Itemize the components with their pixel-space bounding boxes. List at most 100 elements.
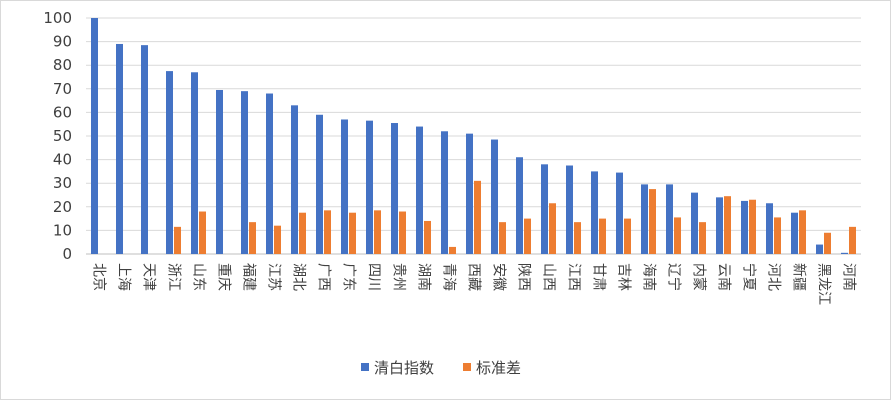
bar-qingbai-index [441, 131, 448, 254]
x-tick-label: 辽宁 [666, 263, 683, 291]
x-tick-label: 青海 [441, 263, 457, 291]
bar-qingbai-index [241, 91, 248, 254]
y-tick-label: 60 [53, 103, 72, 121]
bar-qingbai-index [741, 200, 748, 254]
bar-std-dev [399, 211, 406, 254]
bar-qingbai-index [391, 123, 398, 255]
x-tick-label: 广东 [341, 263, 357, 291]
bar-std-dev [574, 222, 581, 254]
x-tick-label: 贵州 [391, 263, 407, 291]
legend-swatch [463, 363, 471, 371]
bar-std-dev [499, 222, 506, 254]
bar-qingbai-index [716, 197, 723, 254]
y-tick-label: 50 [53, 127, 72, 145]
x-tick-label: 山西 [541, 263, 557, 291]
bar-std-dev [524, 218, 531, 254]
bar-qingbai-index [416, 126, 423, 254]
x-tick-label: 四川 [366, 263, 382, 291]
y-tick-label: 30 [53, 174, 72, 192]
bar-std-dev [374, 210, 381, 254]
y-tick-label: 20 [53, 198, 72, 216]
x-tick-label: 上海 [116, 263, 132, 291]
gridlines [86, 17, 861, 255]
y-tick-label: 0 [62, 245, 72, 263]
bar-qingbai-index [591, 171, 598, 254]
y-axis: 0 10 20 30 40 50 60 70 80 90 100 [43, 9, 72, 263]
bar-qingbai-index [666, 184, 673, 254]
bar-std-dev [349, 212, 356, 254]
bar-std-dev [724, 196, 731, 254]
bar-std-dev [449, 246, 456, 254]
legend-label: 清白指数 [374, 359, 434, 377]
x-tick-label: 江苏 [266, 263, 282, 291]
x-tick-label: 西藏 [466, 263, 482, 291]
bar-qingbai-index [541, 164, 548, 254]
bar-qingbai-index [341, 119, 348, 254]
bar-std-dev [549, 203, 556, 254]
bar-std-dev [199, 211, 206, 254]
bar-qingbai-index [516, 157, 523, 254]
bar-std-dev [699, 222, 706, 254]
x-tick-label: 广西 [316, 263, 332, 291]
x-axis: 北京 上海 天津 浙江 山东 重庆 福建 江苏 湖北 广西 广东 四川 贵州 湖南 青海 西藏 安徽 陕西 山西 江西… [91, 263, 857, 305]
bar-qingbai-index [366, 120, 373, 254]
x-tick-label: 北京 [91, 263, 107, 291]
bar-std-dev [174, 226, 181, 254]
bar-std-dev [249, 222, 256, 254]
bar-std-dev [799, 210, 806, 254]
x-tick-label: 宁夏 [741, 263, 758, 291]
bar-std-dev [749, 199, 756, 254]
bar-std-dev [624, 218, 631, 254]
x-tick-label: 吉林 [616, 263, 632, 291]
legend: 清白指数 标准差 [361, 359, 521, 377]
bar-qingbai-index [766, 203, 773, 254]
x-tick-label: 云南 [716, 263, 732, 291]
bar-qingbai-index [466, 133, 473, 254]
x-tick-label: 河北 [766, 263, 782, 291]
x-tick-label: 湖南 [416, 263, 432, 291]
bar-std-dev [274, 225, 281, 254]
bar-qingbai-index [216, 89, 223, 254]
bar-std-dev [774, 217, 781, 254]
x-tick-label: 浙江 [166, 263, 182, 291]
bar-std-dev [299, 212, 306, 254]
x-tick-label: 黑龙江 [816, 263, 832, 305]
bar-qingbai-index [791, 212, 798, 254]
legend-label: 标准差 [476, 359, 521, 377]
bar-qingbai-index [616, 172, 623, 254]
bar-qingbai-index [816, 244, 823, 254]
bar-qingbai-index [91, 18, 98, 254]
bar-qingbai-index [691, 192, 698, 254]
bar-qingbai-index [266, 93, 273, 255]
x-tick-label: 陕西 [516, 263, 532, 291]
y-tick-label: 80 [53, 56, 72, 74]
x-tick-label: 内蒙 [691, 263, 707, 291]
bar-std-dev [674, 217, 681, 254]
x-tick-label: 福建 [241, 263, 257, 291]
bars [91, 18, 856, 255]
bar-qingbai-index [116, 43, 123, 255]
x-tick-label: 江西 [566, 263, 582, 291]
bar-std-dev [424, 220, 431, 254]
x-tick-label: 山东 [191, 263, 207, 291]
bar-qingbai-index [566, 165, 573, 254]
bar-std-dev [649, 189, 656, 254]
x-tick-label: 河南 [841, 263, 857, 291]
y-tick-label: 40 [53, 151, 72, 169]
y-tick-label: 100 [43, 9, 72, 27]
x-tick-label: 重庆 [216, 263, 232, 291]
x-tick-label: 天津 [141, 263, 157, 291]
x-tick-label: 湖北 [291, 263, 307, 291]
y-tick-label: 10 [53, 221, 72, 239]
legend-swatch [361, 363, 369, 371]
bar-qingbai-index [491, 139, 498, 254]
x-tick-label: 新疆 [791, 263, 807, 291]
bar-qingbai-index [641, 184, 648, 254]
bar-qingbai-index [191, 72, 198, 254]
y-tick-label: 90 [53, 33, 72, 51]
bar-qingbai-index [291, 105, 298, 254]
bar-qingbai-index [166, 71, 173, 254]
bar-qingbai-index [141, 45, 148, 254]
